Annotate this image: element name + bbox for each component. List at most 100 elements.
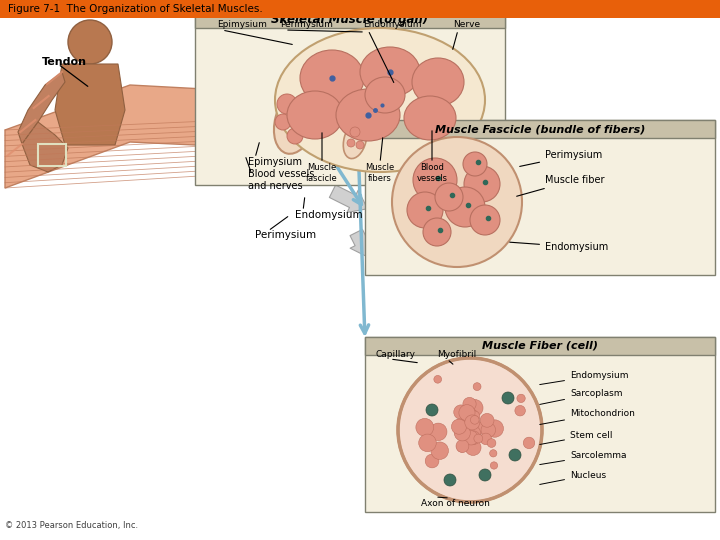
Circle shape (517, 394, 525, 402)
Circle shape (451, 419, 467, 434)
Bar (365, 120, 715, 275)
Circle shape (423, 218, 451, 246)
FancyArrowPatch shape (212, 72, 248, 105)
Polygon shape (5, 85, 355, 188)
Circle shape (463, 152, 487, 176)
Circle shape (464, 431, 474, 441)
Circle shape (287, 128, 303, 144)
Circle shape (470, 205, 500, 235)
Circle shape (435, 183, 463, 211)
Circle shape (462, 409, 479, 426)
Circle shape (430, 423, 447, 441)
Text: Perimysium: Perimysium (280, 20, 333, 29)
Circle shape (467, 431, 480, 444)
Circle shape (431, 442, 449, 460)
Text: Blood vessels
and nerves: Blood vessels and nerves (248, 169, 315, 191)
Ellipse shape (404, 96, 456, 140)
Text: Endomysium: Endomysium (295, 210, 363, 220)
Circle shape (456, 440, 469, 453)
Text: Axon of neuron: Axon of neuron (420, 500, 490, 509)
Text: Figure 7-1  The Organization of Skeletal Muscles.: Figure 7-1 The Organization of Skeletal … (8, 4, 263, 14)
Circle shape (454, 425, 470, 441)
Text: Tendon: Tendon (42, 57, 87, 67)
Circle shape (434, 375, 441, 383)
Text: Epimysium: Epimysium (217, 20, 267, 29)
Circle shape (457, 442, 467, 452)
Circle shape (455, 430, 462, 437)
Circle shape (350, 127, 360, 137)
Polygon shape (22, 122, 68, 172)
Bar (365, 120, 715, 138)
Text: Perimysium: Perimysium (520, 150, 602, 166)
Circle shape (474, 434, 482, 443)
Text: Myofibril: Myofibril (437, 350, 476, 359)
Text: Blood
vessels: Blood vessels (416, 163, 448, 183)
Circle shape (68, 20, 112, 64)
Text: Skeletal Muscle (organ): Skeletal Muscle (organ) (271, 12, 428, 25)
Text: Endomysium: Endomysium (363, 20, 421, 29)
Bar (0, 18, 193, 185)
Text: Epimysium: Epimysium (248, 157, 302, 167)
Text: Mitochondrion: Mitochondrion (540, 408, 635, 424)
Circle shape (416, 418, 433, 436)
Polygon shape (18, 72, 65, 144)
Text: © 2013 Pearson Education, Inc.: © 2013 Pearson Education, Inc. (5, 521, 138, 530)
Text: Sarcoplasm: Sarcoplasm (540, 388, 623, 404)
Circle shape (471, 422, 485, 435)
Circle shape (479, 469, 491, 481)
Circle shape (454, 405, 468, 419)
Bar (195, 10, 505, 185)
Circle shape (480, 414, 494, 427)
Ellipse shape (365, 77, 405, 113)
Circle shape (398, 358, 542, 502)
Text: Muscle fiber: Muscle fiber (517, 175, 605, 196)
Text: Nerve: Nerve (453, 20, 480, 29)
Text: Stem cell: Stem cell (540, 430, 613, 444)
Circle shape (465, 415, 480, 430)
Text: Muscle Fiber (cell): Muscle Fiber (cell) (482, 341, 598, 351)
Text: Muscle Fascicle (bundle of fibers): Muscle Fascicle (bundle of fibers) (435, 124, 645, 134)
Circle shape (445, 187, 485, 227)
Circle shape (523, 437, 535, 449)
Circle shape (413, 158, 457, 202)
Circle shape (464, 431, 478, 445)
Text: Muscle
fibers: Muscle fibers (365, 163, 395, 183)
Ellipse shape (287, 91, 343, 139)
Circle shape (456, 419, 464, 427)
Circle shape (481, 423, 495, 437)
Text: Endomysium: Endomysium (540, 370, 629, 384)
Circle shape (465, 440, 481, 455)
Circle shape (473, 383, 481, 390)
Circle shape (466, 426, 481, 441)
Circle shape (347, 139, 355, 147)
Circle shape (426, 404, 438, 416)
Circle shape (419, 434, 436, 451)
Circle shape (459, 404, 475, 421)
Ellipse shape (343, 122, 366, 159)
Ellipse shape (275, 28, 485, 172)
Circle shape (463, 397, 476, 410)
Text: Muscle
fascicle: Muscle fascicle (306, 163, 338, 183)
Circle shape (407, 192, 443, 228)
Bar (0, 0, 720, 18)
Bar (38, 144, 66, 166)
Circle shape (392, 137, 522, 267)
Circle shape (294, 95, 312, 113)
Circle shape (356, 141, 364, 149)
Circle shape (294, 113, 312, 131)
Circle shape (502, 392, 514, 404)
Text: Capillary: Capillary (375, 350, 415, 359)
Circle shape (464, 166, 500, 202)
FancyArrowPatch shape (350, 230, 372, 258)
Circle shape (426, 454, 439, 468)
Circle shape (469, 411, 480, 422)
Ellipse shape (360, 47, 420, 97)
Circle shape (275, 114, 291, 130)
Bar (365, 337, 715, 512)
Bar (365, 337, 715, 355)
Ellipse shape (336, 89, 400, 141)
Ellipse shape (274, 90, 316, 154)
Ellipse shape (300, 50, 364, 106)
Text: Endomysium: Endomysium (510, 242, 608, 252)
Ellipse shape (412, 58, 464, 106)
